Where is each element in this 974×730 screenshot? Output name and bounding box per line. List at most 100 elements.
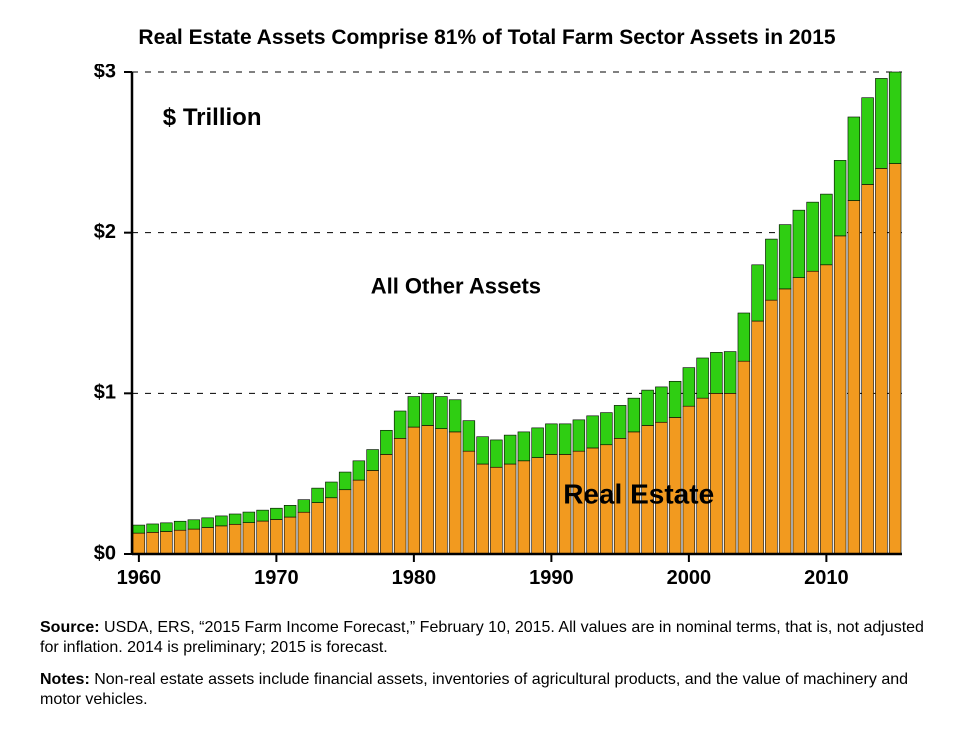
bar-real-estate [807,271,819,554]
bar-other-assets [394,411,406,438]
bar-other-assets [449,400,461,432]
bar-other-assets [202,518,214,528]
bar-real-estate [463,451,475,554]
bar-real-estate [765,300,777,554]
bar-real-estate [477,464,489,554]
series-label-real-estate: Real Estate [563,478,714,509]
bar-real-estate [710,393,722,554]
bar-other-assets [889,72,901,164]
bar-other-assets [614,405,626,438]
bar-other-assets [133,525,145,533]
bar-real-estate [518,461,530,554]
bar-other-assets [408,397,420,428]
bar-real-estate [408,427,420,554]
bar-other-assets [312,488,324,502]
bar-real-estate [353,480,365,554]
bar-real-estate [545,454,557,554]
bar-other-assets [697,358,709,398]
bar-other-assets [353,461,365,480]
bar-real-estate [380,454,392,554]
bar-other-assets [862,98,874,185]
x-tick-label: 1990 [529,567,574,589]
bar-other-assets [587,416,599,448]
bar-real-estate [325,498,337,554]
notes-label: Notes: [40,671,90,688]
bar-real-estate [889,164,901,554]
bar-other-assets [848,117,860,201]
bar-other-assets [477,437,489,464]
bar-other-assets [284,505,296,517]
bar-other-assets [724,352,736,394]
chart-container: $0$1$2$3196019701980199020002010$ Trilli… [40,64,934,604]
bar-real-estate [202,527,214,554]
bar-real-estate [848,201,860,554]
bar-other-assets [834,160,846,236]
bar-real-estate [793,278,805,554]
bar-real-estate [160,532,172,554]
bar-real-estate [834,236,846,554]
bar-other-assets [738,313,750,361]
bar-other-assets [573,420,585,451]
bar-other-assets [147,524,159,532]
bar-real-estate [284,517,296,554]
unit-label: $ Trillion [163,104,262,131]
bar-other-assets [642,390,654,425]
bar-other-assets [367,450,379,471]
x-tick-label: 1960 [117,567,162,589]
bar-real-estate [257,521,269,554]
bar-other-assets [490,440,502,467]
bar-other-assets [463,421,475,452]
bar-other-assets [765,239,777,300]
bar-other-assets [160,523,172,532]
bar-real-estate [270,519,282,554]
bar-other-assets [380,430,392,454]
bar-real-estate [215,526,227,554]
bar-other-assets [559,424,571,455]
bar-other-assets [655,387,667,422]
notes-text: Non-real estate assets include financial… [40,671,908,708]
bar-real-estate [133,533,145,554]
bar-real-estate [504,464,516,554]
bar-other-assets [229,514,241,524]
bar-other-assets [243,512,255,523]
bar-real-estate [724,393,736,554]
bar-real-estate [298,512,310,554]
bar-other-assets [779,225,791,289]
x-tick-label: 2000 [667,567,712,589]
bar-other-assets [875,78,887,168]
bar-real-estate [147,532,159,554]
bar-other-assets [752,265,764,321]
bar-real-estate [422,425,434,554]
bar-other-assets [600,413,612,445]
bar-other-assets [518,432,530,461]
bar-real-estate [820,265,832,554]
bar-other-assets [422,393,434,425]
y-tick-label: $1 [94,382,116,404]
bar-other-assets [820,194,832,265]
bar-real-estate [449,432,461,554]
bar-other-assets [435,397,447,429]
x-tick-label: 1980 [392,567,437,589]
series-label-other: All Other Assets [371,274,541,299]
bar-real-estate [367,470,379,554]
bar-other-assets [793,210,805,277]
bar-real-estate [752,321,764,554]
bar-other-assets [270,508,282,519]
x-tick-label: 2010 [804,567,849,589]
bar-other-assets [257,510,269,521]
source-label: Source: [40,619,100,636]
y-tick-label: $3 [94,64,116,82]
bar-other-assets [298,500,310,513]
bar-real-estate [394,438,406,554]
bar-other-assets [545,424,557,455]
bar-real-estate [435,429,447,554]
bar-other-assets [174,521,186,530]
bar-real-estate [862,184,874,554]
bar-real-estate [229,524,241,554]
y-tick-label: $2 [94,221,116,243]
bar-other-assets [215,516,227,526]
bar-other-assets [339,472,351,490]
bar-real-estate [738,361,750,554]
bar-other-assets [325,482,337,498]
bar-real-estate [532,458,544,554]
